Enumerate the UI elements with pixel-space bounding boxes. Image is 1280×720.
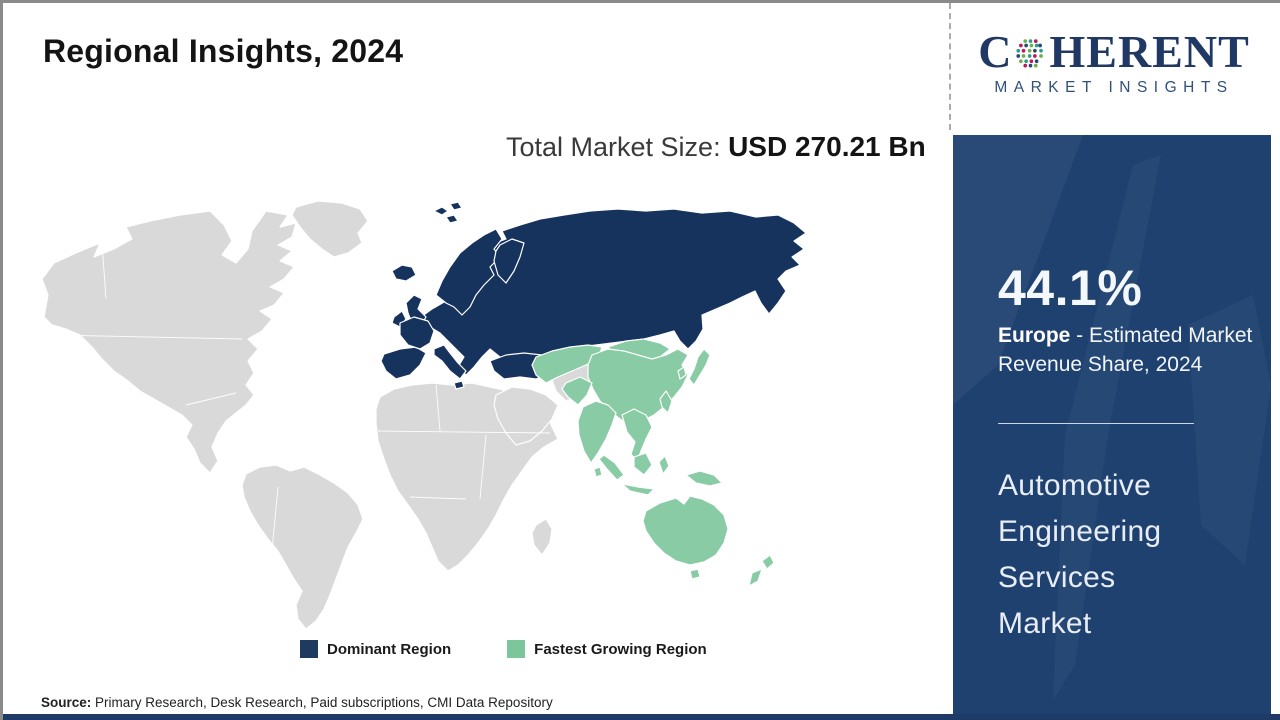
world-map bbox=[41, 200, 807, 629]
report-title-line: Automotive bbox=[998, 469, 1152, 502]
korea-shape bbox=[677, 366, 687, 380]
source-text: Primary Research, Desk Research, Paid su… bbox=[95, 695, 553, 710]
finland-shape bbox=[493, 238, 525, 284]
market-size-value: USD 270.21 Bn bbox=[728, 131, 926, 162]
iberia-shape bbox=[380, 346, 427, 380]
revenue-share-description: Europe - Estimated Market Revenue Share,… bbox=[998, 324, 1253, 376]
australia-shape bbox=[642, 495, 729, 566]
madagascar-shape bbox=[531, 518, 553, 556]
south-america-shape bbox=[241, 464, 364, 629]
indochina-shape bbox=[621, 408, 653, 463]
region-dominant-europe-russia bbox=[380, 201, 807, 390]
legend-item-dominant: Dominant Region bbox=[300, 640, 451, 658]
dashed-separator bbox=[949, 3, 951, 130]
greenland-shape bbox=[291, 200, 369, 258]
sidebar-watermark bbox=[953, 135, 1271, 700]
sri-lanka-shape bbox=[593, 466, 603, 478]
region-americas-gray bbox=[41, 200, 369, 629]
report-title-line: Market bbox=[998, 607, 1092, 640]
source-note: Source: Primary Research, Desk Research,… bbox=[41, 695, 553, 710]
legend-item-growing: Fastest Growing Region bbox=[507, 640, 707, 658]
svalbard-shape bbox=[433, 201, 463, 224]
page-title: Regional Insights, 2024 bbox=[43, 33, 404, 69]
sumatra-shape bbox=[598, 454, 625, 481]
sidebar-panel: 44.1% Europe - Estimated Market Revenue … bbox=[953, 135, 1271, 717]
region-africa-middleeast-gray bbox=[375, 356, 597, 572]
market-size-label: Total Market Size: bbox=[506, 132, 729, 162]
india-shape bbox=[577, 400, 617, 464]
borneo-shape bbox=[633, 452, 653, 476]
sicily-shape bbox=[453, 380, 465, 390]
pakistan-afghanistan-shape bbox=[561, 376, 593, 406]
bottom-accent-bar bbox=[3, 714, 1280, 720]
japan-shape bbox=[688, 348, 711, 386]
report-title-line: Services bbox=[998, 561, 1116, 594]
italy-shape bbox=[433, 344, 467, 380]
fastest-growing-region-swatch bbox=[507, 640, 526, 658]
dominant-region-label: Dominant Region bbox=[327, 640, 452, 658]
total-market-size: Total Market Size: USD 270.21 Bn bbox=[506, 127, 934, 167]
sidebar-divider bbox=[998, 423, 1194, 424]
map-legend: Dominant Region Fastest Growing Region bbox=[300, 640, 707, 658]
report-title: Automotive Engineering Services Market bbox=[998, 463, 1161, 647]
france-shape bbox=[399, 316, 435, 350]
philippines-shape bbox=[659, 390, 673, 414]
tasmania-shape bbox=[689, 568, 701, 580]
logo-wordmark: C HERENT bbox=[961, 29, 1267, 75]
revenue-share-value: 44.1% bbox=[998, 260, 1143, 316]
dominant-region-swatch bbox=[300, 640, 318, 658]
logo-letters-herent: HERENT bbox=[1049, 26, 1250, 77]
new-guinea-shape bbox=[685, 470, 723, 487]
source-label: Source: bbox=[41, 695, 92, 710]
country-border-lines bbox=[51, 242, 551, 552]
logo-letter-c: C bbox=[978, 26, 1013, 77]
dotted-globe-icon bbox=[1016, 38, 1044, 67]
region-fastest-growing-asia-pacific bbox=[531, 338, 775, 587]
new-zealand-shape bbox=[748, 554, 775, 587]
iceland-shape bbox=[391, 264, 417, 282]
central-asia-shape bbox=[531, 344, 603, 384]
report-title-line: Engineering bbox=[998, 515, 1162, 548]
java-shape bbox=[621, 483, 655, 496]
fastest-growing-region-label: Fastest Growing Region bbox=[534, 640, 707, 658]
arabia-shape bbox=[493, 386, 559, 446]
logo-tagline: MARKET INSIGHTS bbox=[994, 79, 1234, 96]
north-america-shape bbox=[41, 210, 297, 474]
company-logo: C HERENT MARKET INSIGHTS bbox=[961, 29, 1267, 97]
sulawesi-shape bbox=[658, 455, 670, 475]
revenue-share-region: Europe bbox=[998, 324, 1071, 347]
